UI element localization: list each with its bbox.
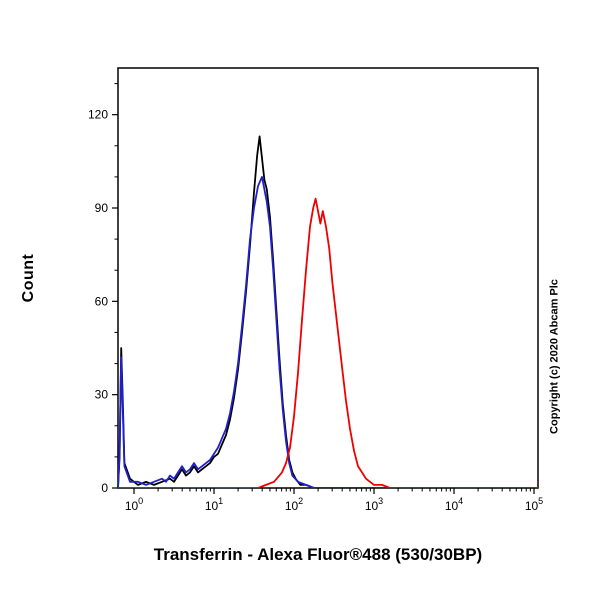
y-tick-label: 90 (95, 201, 109, 215)
y-tick-label: 60 (95, 294, 109, 308)
y-tick-label: 120 (88, 108, 108, 122)
x-axis-title: Transferrin - Alexa Fluor®488 (530/30BP) (153, 545, 483, 564)
x-tick-label: 104 (445, 496, 463, 513)
y-tick-label: 0 (101, 481, 108, 495)
x-tick-label: 101 (205, 496, 223, 513)
x-tick-label: 100 (125, 496, 143, 513)
histogram-curve-sample-red (118, 197, 538, 488)
histogram-curve-overlay-blue (118, 175, 538, 488)
copyright-text: Copyright (c) 2020 Abcam Plc (548, 279, 561, 434)
x-tick-label: 102 (285, 496, 303, 513)
y-axis-title: Count (20, 253, 37, 303)
histogram-curve-control-black (118, 135, 538, 488)
x-tick-label: 105 (525, 496, 543, 513)
y-tick-label: 30 (95, 388, 109, 402)
x-tick-label: 103 (365, 496, 383, 513)
